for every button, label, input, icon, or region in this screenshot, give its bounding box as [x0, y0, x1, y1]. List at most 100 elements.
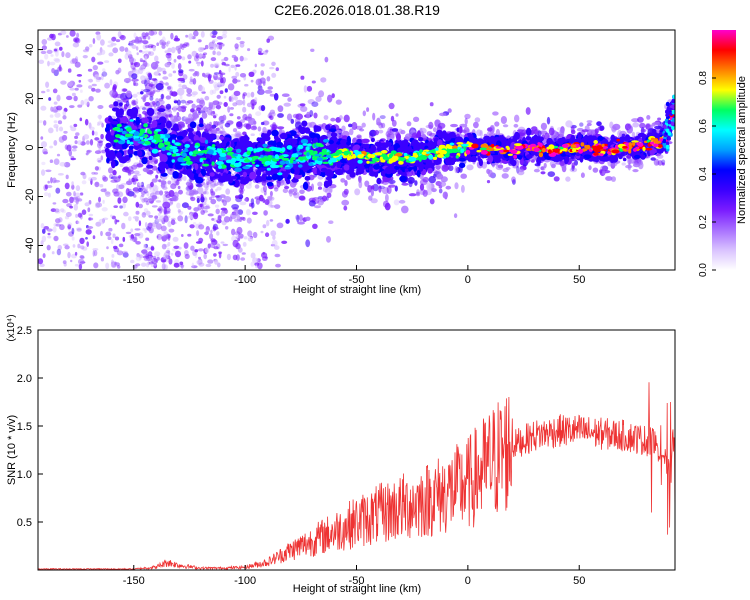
- spectrogram-cloud-cell: [144, 79, 148, 87]
- spectrogram-noise-cell: [271, 72, 277, 78]
- spectrogram-cloud-cell: [158, 99, 165, 106]
- spectrogram-cloud-cell: [580, 172, 585, 178]
- spectrogram-cloud-cell: [232, 128, 238, 133]
- spectrogram-band-cell: [323, 180, 330, 189]
- spectrogram-cloud-cell: [306, 122, 312, 129]
- spectrogram-cloud-cell: [235, 235, 244, 240]
- spectrogram-noise-cell: [232, 78, 238, 84]
- spectrogram-noise-cell: [92, 235, 96, 240]
- spectrogram-cloud-cell: [317, 181, 323, 187]
- spectrogram-noise-cell: [228, 96, 232, 102]
- spectrogram-noise-cell: [141, 40, 147, 44]
- spectrogram-cloud-cell: [324, 56, 329, 63]
- spectrogram-cloud-cell: [400, 129, 406, 135]
- spectrogram-cloud-cell: [239, 183, 245, 190]
- spectrogram-noise-cell: [212, 39, 218, 42]
- spectrogram-noise-cell: [108, 167, 113, 174]
- spectrogram-noise-cell: [141, 79, 147, 85]
- spectrogram-noise-cell: [213, 72, 220, 75]
- spectrogram-noise-cell: [104, 82, 110, 89]
- spectrogram-noise-cell: [199, 53, 204, 57]
- spectrogram-noise-cell: [40, 136, 44, 140]
- spectrogram-noise-cell: [71, 227, 75, 235]
- spectrogram-noise-cell: [113, 205, 118, 209]
- spectrogram-cloud-cell: [661, 162, 665, 166]
- spectrogram-noise-cell: [200, 86, 205, 93]
- spectrogram-band-cell: [193, 173, 199, 180]
- spectrogram-noise-cell: [41, 45, 48, 51]
- spectrogram-noise-cell: [174, 250, 182, 258]
- spectrogram-noise-cell: [173, 245, 180, 249]
- spectrogram-noise-cell: [244, 198, 248, 202]
- spectrogram-noise-cell: [144, 45, 151, 49]
- spectrogram-cloud-cell: [398, 128, 403, 135]
- spectrogram-noise-cell: [104, 60, 110, 63]
- spectrogram-noise-cell: [123, 211, 129, 217]
- spectrogram-noise-cell: [77, 212, 83, 218]
- spectrogram-cloud-cell: [385, 194, 389, 202]
- spectrogram-noise-cell: [102, 176, 108, 182]
- spectrogram-cloud-cell: [354, 188, 361, 196]
- spectrogram-cloud-cell: [461, 184, 465, 193]
- spectrogram-cloud-cell: [574, 159, 578, 166]
- spectrogram-noise-cell: [211, 30, 218, 36]
- spectrogram-cloud-cell: [277, 105, 284, 113]
- spectrogram-noise-cell: [242, 106, 247, 113]
- spectrogram-noise-cell: [130, 234, 135, 240]
- spectrogram-noise-cell: [122, 250, 128, 254]
- spectrogram-noise-cell: [145, 200, 150, 206]
- spectrogram-noise-cell: [203, 253, 207, 260]
- spectrogram-noise-cell: [157, 212, 161, 217]
- spectrogram-band-cell: [458, 126, 463, 134]
- spectrogram-noise-cell: [135, 210, 140, 215]
- spectrogram-noise-cell: [168, 228, 175, 233]
- spectrogram-noise-cell: [246, 92, 251, 98]
- spectrogram-noise-cell: [108, 227, 113, 232]
- spectrogram-noise-cell: [100, 133, 104, 140]
- spectrogram-noise-cell: [187, 215, 191, 219]
- spectrogram-cloud-cell: [299, 189, 305, 195]
- spectrogram-cloud-cell: [120, 93, 125, 101]
- spectrogram-noise-cell: [54, 41, 61, 47]
- spectrogram-cloud-cell: [210, 198, 217, 205]
- spectrogram-cloud-cell: [246, 102, 253, 108]
- spectrogram-noise-cell: [265, 232, 270, 237]
- spectrogram-cloud-cell: [586, 122, 592, 127]
- spectrogram-noise-cell: [114, 261, 117, 266]
- spectrogram-cloud-cell: [311, 80, 316, 84]
- spectrogram-cloud-cell: [367, 185, 373, 193]
- spectrogram-noise-cell: [71, 92, 76, 97]
- spectrogram-noise-cell: [88, 96, 94, 102]
- spectrogram-noise-cell: [106, 246, 109, 250]
- spectrogram-cloud-cell: [153, 102, 157, 108]
- spectrogram-cloud-cell: [339, 115, 343, 121]
- spectrogram-cloud-cell: [196, 98, 201, 104]
- spectrogram-cloud-cell: [631, 118, 640, 123]
- spectrogram-cloud-cell: [445, 185, 452, 190]
- spectrogram-noise-cell: [200, 209, 205, 215]
- spectrogram-noise-cell: [214, 178, 217, 185]
- spectrogram-noise-cell: [79, 192, 84, 196]
- spectrogram-noise-cell: [170, 219, 176, 226]
- spectrogram-cloud-cell: [176, 99, 181, 106]
- spectrogram-noise-cell: [239, 55, 244, 62]
- spectrogram-noise-cell: [46, 185, 53, 188]
- spectrogram-cloud-cell: [464, 117, 468, 125]
- spectrogram-noise-cell: [50, 54, 54, 57]
- spectrogram-noise-cell: [144, 228, 147, 233]
- spectrogram-cloud-cell: [395, 113, 399, 117]
- spectrogram-noise-cell: [42, 148, 48, 155]
- spectrogram-noise-cell: [200, 31, 205, 38]
- spectrogram-noise-cell: [89, 217, 94, 221]
- spectrogram-cloud-cell: [295, 113, 304, 120]
- spectrogram-noise-cell: [177, 63, 182, 70]
- spectrogram-noise-cell: [144, 222, 148, 228]
- spectrogram-cloud-cell: [130, 62, 136, 70]
- spectrogram-cloud-cell: [125, 90, 132, 98]
- spectrogram-cloud-cell: [464, 113, 471, 119]
- spectrogram-noise-cell: [165, 250, 170, 254]
- spectrogram-cloud-cell: [307, 99, 315, 105]
- spectrogram-noise-cell: [47, 180, 50, 184]
- spectrogram-noise-cell: [271, 239, 278, 247]
- spectrogram-cloud-cell: [210, 190, 216, 196]
